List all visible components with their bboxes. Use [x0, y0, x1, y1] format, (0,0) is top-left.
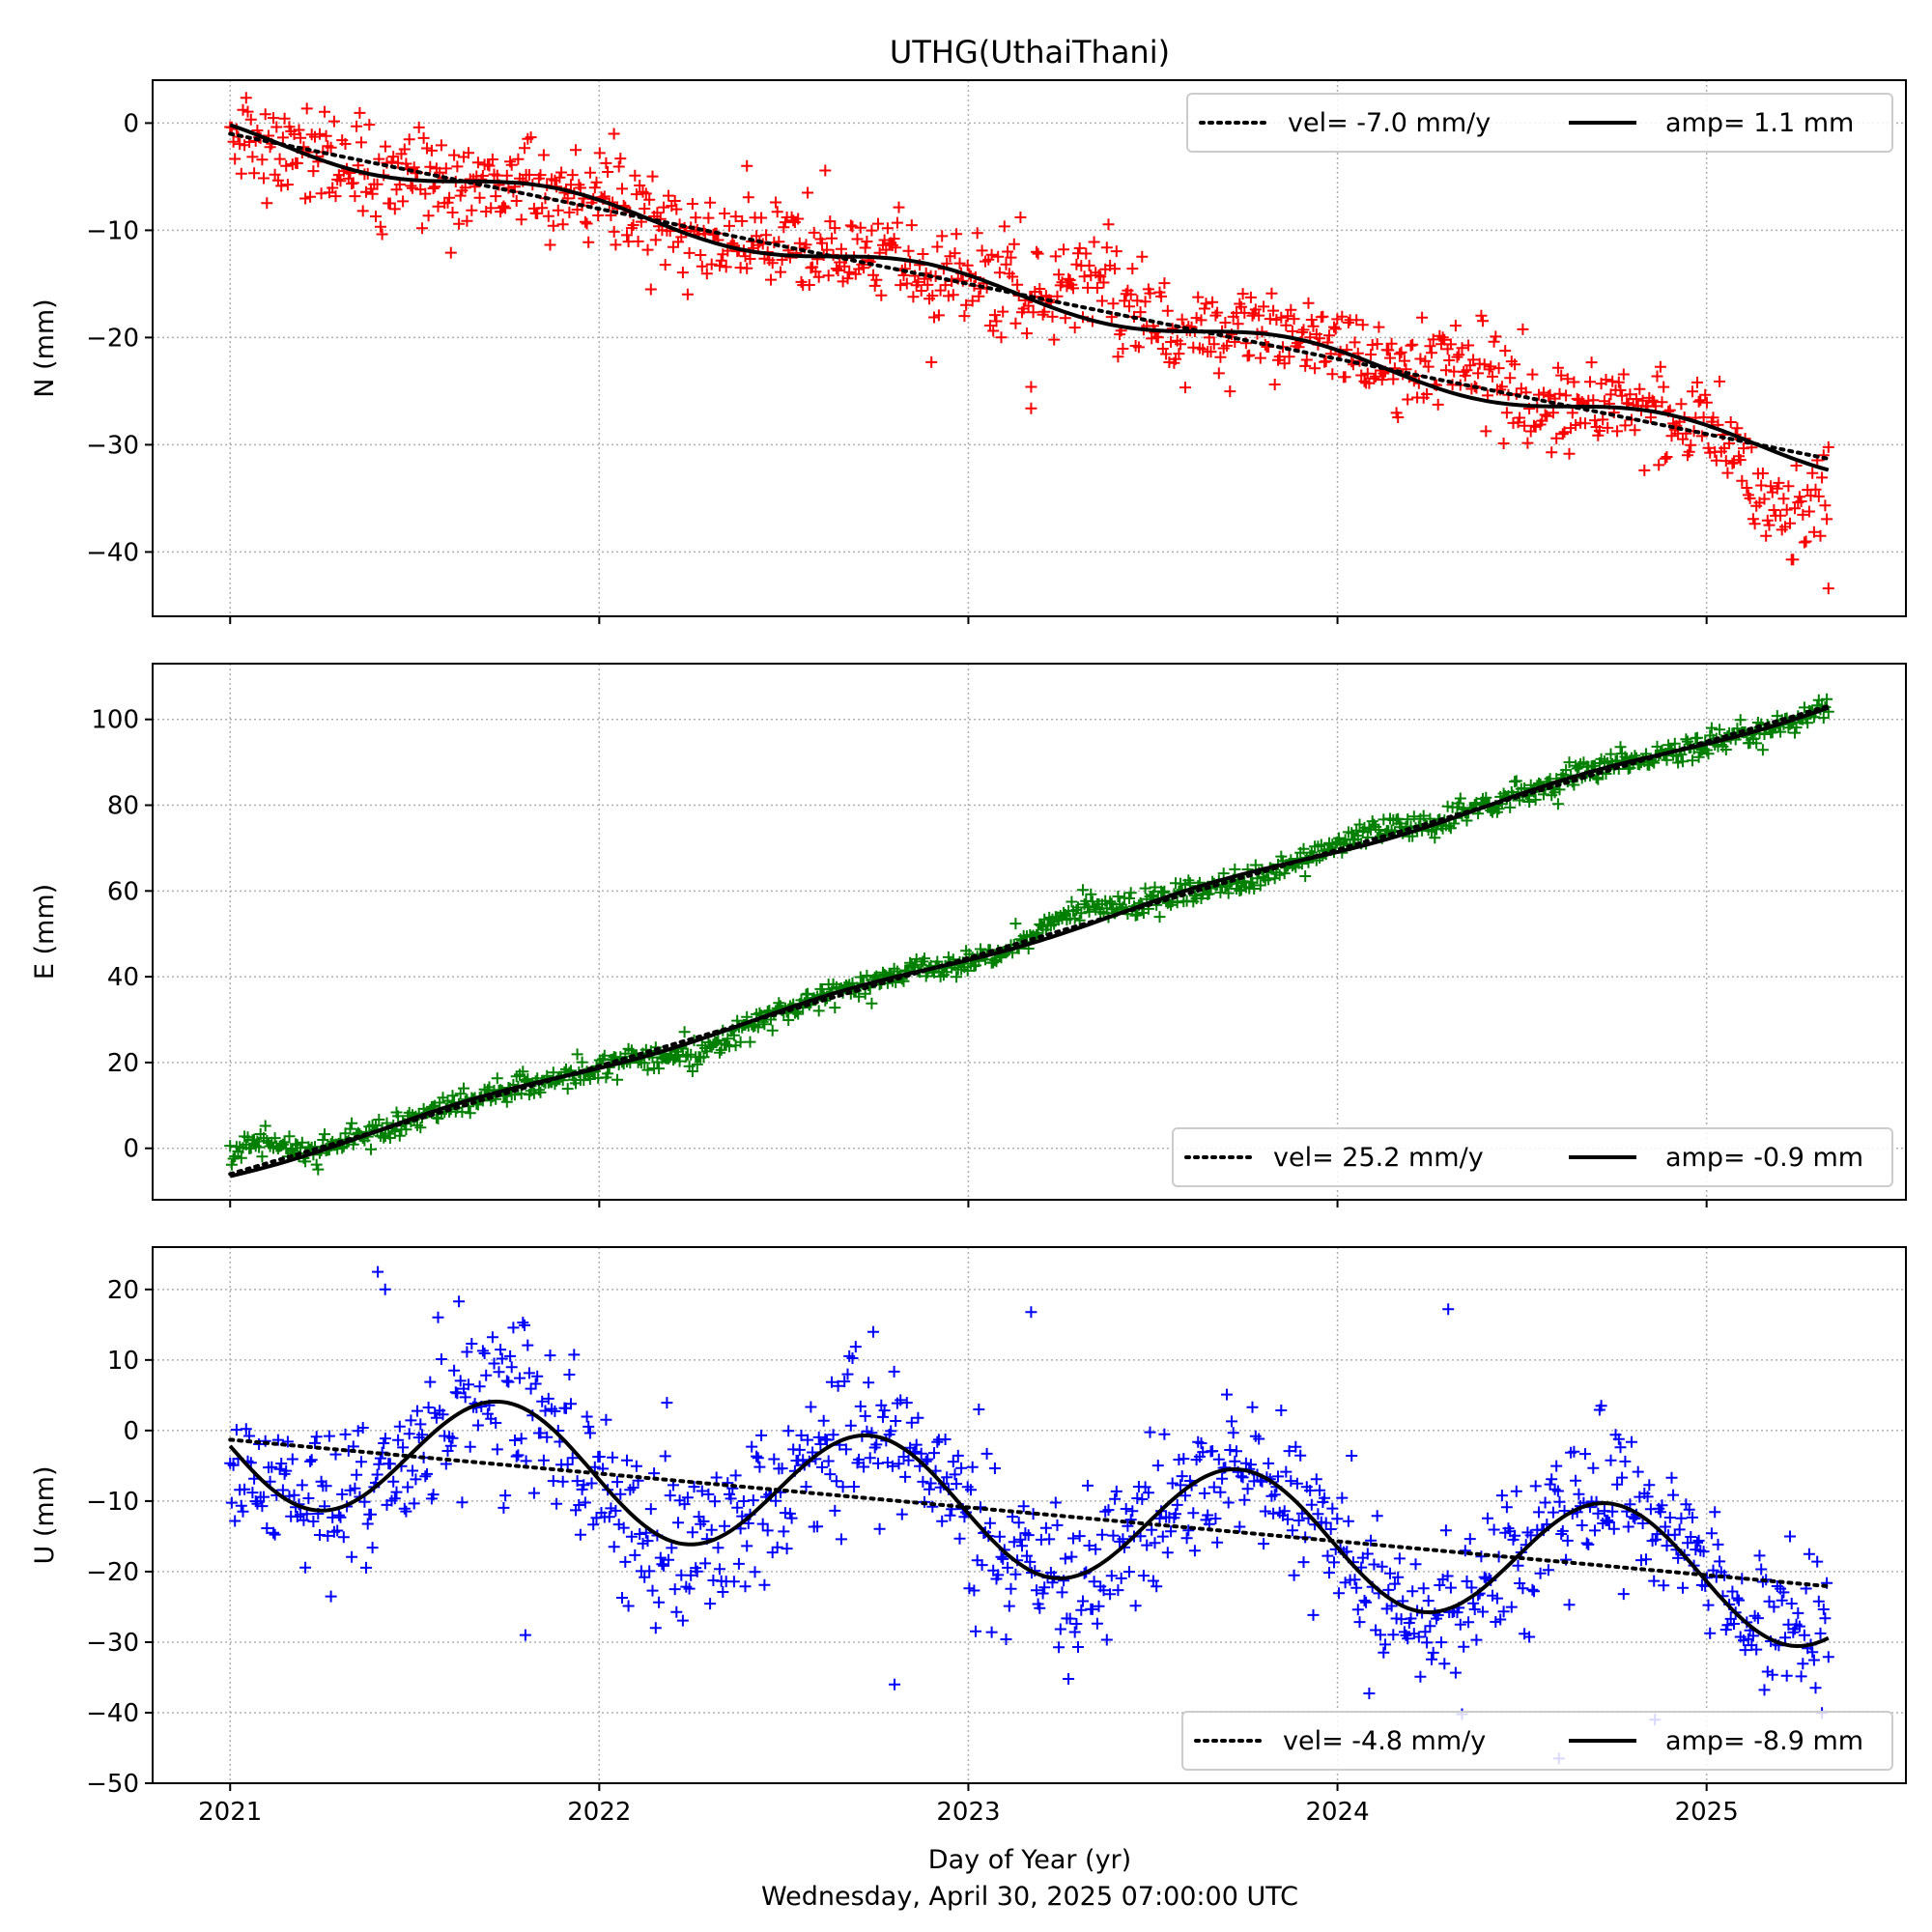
y-tick-label: 60	[107, 877, 139, 906]
axes-frame-u	[152, 1246, 1907, 1784]
y-tick-label: 0	[123, 1135, 139, 1164]
y-axis-label-n: N (mm)	[30, 298, 60, 397]
x-tick-label: 2023	[936, 1798, 1000, 1827]
legend-velocity-label: vel= 25.2 mm/y	[1273, 1143, 1484, 1173]
panel-e: 0 20 40 60 80 100 E (mm) vel= 25.2 mm/y amp= -0.…	[30, 663, 1907, 1208]
y-tick-label: 100	[91, 706, 139, 735]
y-tick-label: −40	[86, 538, 139, 567]
y-tick-label: −30	[86, 1629, 139, 1658]
legend-u: vel= -4.8 mm/y amp= -8.9 mm	[1181, 1711, 1893, 1771]
y-axis-label-u: U (mm)	[30, 1465, 60, 1564]
legend-e: vel= 25.2 mm/y amp= -0.9 mm	[1172, 1127, 1893, 1187]
y-tick-label: 80	[107, 792, 139, 821]
x-tick-label: 2024	[1305, 1798, 1369, 1827]
seasonal-fit-line-e	[229, 705, 1830, 1179]
x-tick-label: 2022	[567, 1798, 631, 1827]
y-tick-label: 0	[123, 109, 139, 138]
x-tick-label: 2021	[198, 1798, 262, 1827]
y-tick-label: 0	[123, 1417, 139, 1446]
seasonal-fit-line-n	[229, 123, 1830, 472]
velocity-trend-line-e	[228, 703, 1831, 1177]
y-tick-label: 40	[107, 963, 139, 992]
y-tick-label: −30	[86, 431, 139, 460]
y-tick-label: −40	[86, 1699, 139, 1728]
footer-timestamp: Wednesday, April 30, 2025 07:00:00 UTC	[761, 1882, 1298, 1912]
legend-box	[1186, 93, 1893, 153]
y-tick-label: 20	[107, 1049, 139, 1078]
seasonal-fit-line-u	[228, 1399, 1830, 1649]
legend-box	[1181, 1711, 1893, 1771]
panels: 0 −10 −20 −30 −40 N (mm) vel= -7.0 mm/y amp= 1.…	[30, 79, 1907, 1827]
y-tick-label: −10	[86, 1488, 139, 1517]
legend-box	[1172, 1127, 1893, 1187]
y-tick-label: −50	[86, 1770, 139, 1799]
y-tick-label: −20	[86, 324, 139, 353]
legend-n: vel= -7.0 mm/y amp= 1.1 mm	[1186, 93, 1893, 153]
axes-frame-e	[152, 663, 1907, 1201]
panel-n: 0 −10 −20 −30 −40 N (mm) vel= -7.0 mm/y amp= 1.…	[30, 79, 1907, 624]
y-tick-label: −10	[86, 216, 139, 245]
legend-velocity-label: vel= -7.0 mm/y	[1288, 108, 1491, 138]
legend-amplitude-label: amp= -0.9 mm	[1665, 1143, 1863, 1173]
y-tick-label: 10	[107, 1347, 139, 1376]
legend-amplitude-label: amp= -8.9 mm	[1665, 1726, 1863, 1756]
y-tick-label: −20	[86, 1558, 139, 1587]
y-axis-label-e: E (mm)	[30, 884, 60, 980]
axes-frame-n	[152, 79, 1907, 617]
x-axis-label: Day of Year (yr)	[928, 1845, 1131, 1875]
legend-velocity-label: vel= -4.8 mm/y	[1283, 1726, 1486, 1756]
x-tick-label: 2025	[1675, 1798, 1739, 1827]
legend-amplitude-label: amp= 1.1 mm	[1665, 108, 1854, 138]
panel-u: 20 10 0 −10 −20 −30 −40 −50 2021 2022 2023 2024 2025…	[30, 1246, 1907, 1827]
chart-title: UTHG(UthaiThani)	[890, 34, 1170, 71]
velocity-trend-line-u	[228, 1437, 1831, 1589]
y-tick-label: 20	[107, 1276, 139, 1305]
